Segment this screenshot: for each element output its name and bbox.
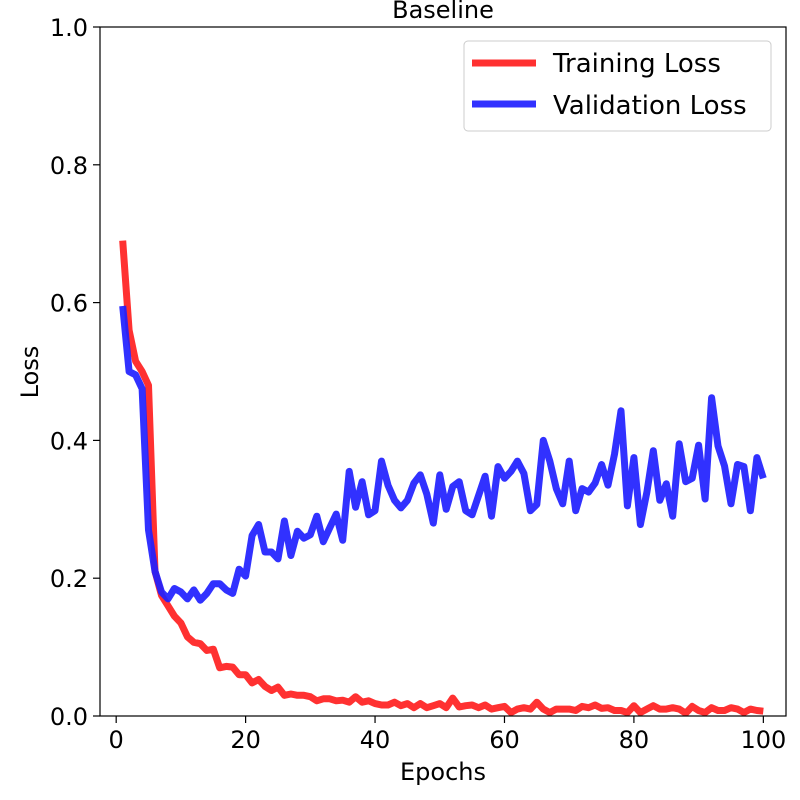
x-tick-label: 40	[360, 726, 391, 754]
x-tick-label: 20	[230, 726, 261, 754]
y-tick-label: 0.8	[50, 152, 88, 180]
y-tick-label: 0.4	[50, 427, 88, 455]
x-tick-label: 60	[489, 726, 520, 754]
series-line-validation-loss	[119, 305, 767, 604]
x-axis-label: Epochs	[400, 758, 486, 786]
series-line-training-loss	[119, 240, 764, 716]
chart-title: Baseline	[392, 0, 494, 24]
x-tick-label: 100	[740, 726, 786, 754]
y-tick-label: 1.0	[50, 14, 88, 42]
legend: Training Loss Validation Loss	[463, 40, 772, 132]
legend-label-training-loss: Training Loss	[552, 49, 721, 79]
legend-box	[463, 40, 772, 132]
legend-label-validation-loss: Validation Loss	[553, 91, 747, 121]
y-axis-label: Loss	[16, 346, 44, 399]
y-tick-label: 0.2	[50, 565, 88, 593]
y-tick-label: 0.0	[50, 703, 88, 731]
x-tick-label: 0	[109, 726, 124, 754]
plot-frame	[99, 26, 787, 717]
y-tick-label: 0.6	[50, 290, 88, 318]
x-tick-label: 80	[619, 726, 650, 754]
